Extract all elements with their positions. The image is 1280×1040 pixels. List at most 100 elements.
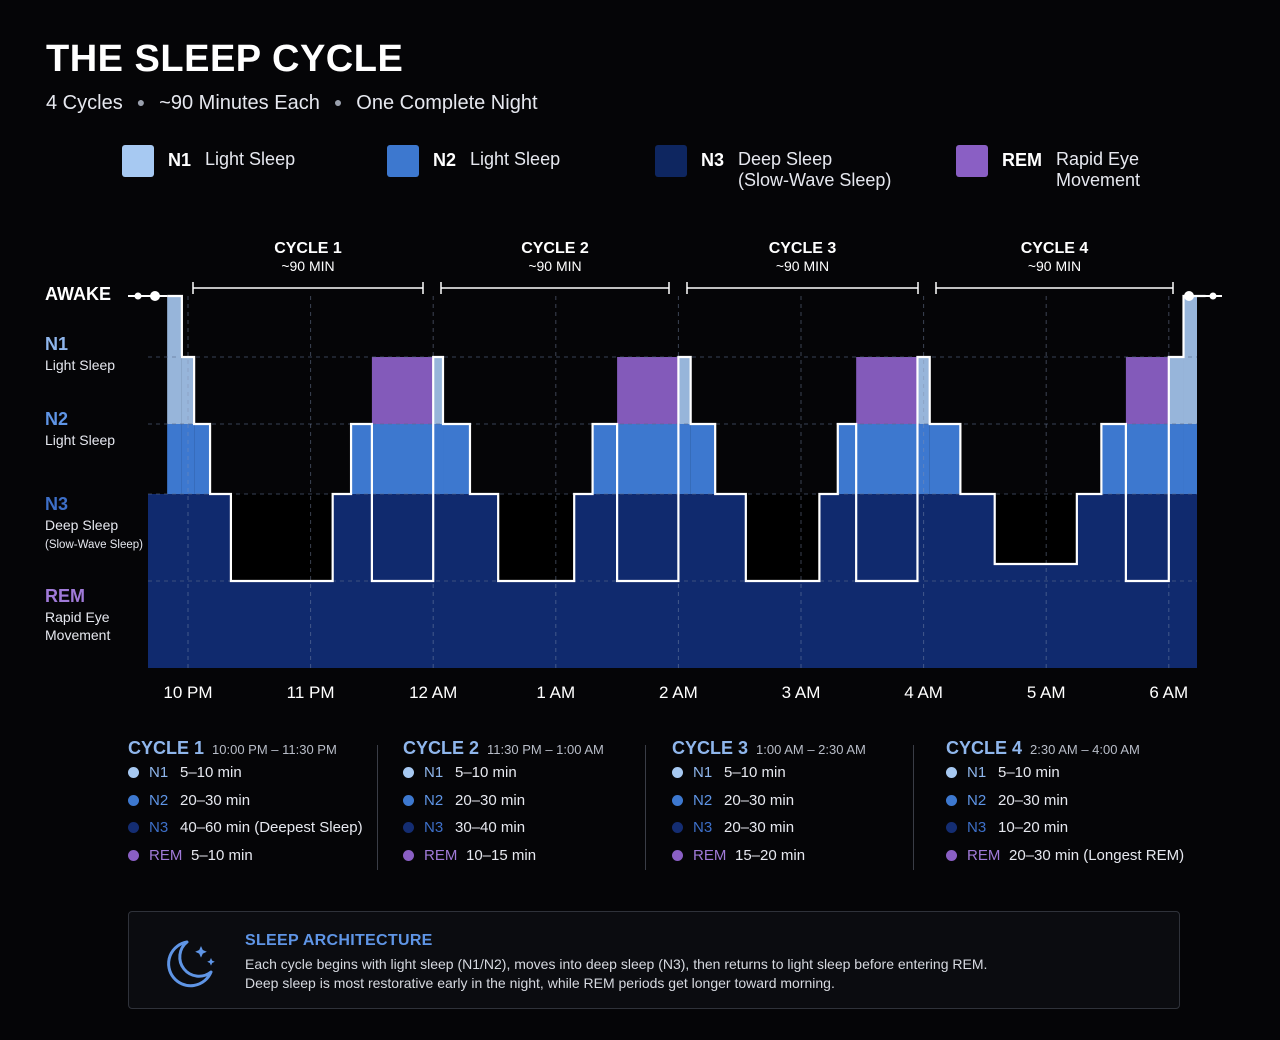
sleep-onset-dot: [134, 292, 142, 300]
stage-row: N2 20–30 min: [403, 787, 653, 815]
x-tick-label: 1 AM: [536, 683, 575, 702]
stage-row: N3 30–40 min: [403, 814, 653, 842]
y-level-sublabel: Light Sleep: [45, 357, 115, 373]
wake-dot: [1184, 291, 1194, 301]
rem-base-n2-fill: [617, 424, 679, 494]
n2-segment-fill: [351, 424, 372, 494]
x-tick-label: 5 AM: [1027, 683, 1066, 702]
architecture-text-line-2: Deep sleep is most restorative early in …: [245, 975, 835, 991]
rem-base-n2-fill: [1125, 424, 1169, 494]
stage-row: N3 10–20 min: [946, 814, 1196, 842]
stage-code: N3: [693, 819, 713, 837]
sleep-onset-dot: [150, 291, 160, 301]
column-divider: [377, 745, 378, 870]
legend-code: N1: [168, 150, 192, 170]
n2-segment-fill: [592, 424, 618, 494]
stage-row: REM 15–20 min: [672, 842, 922, 870]
subtitle: 4 Cycles ● ~90 Minutes Each ● One Complete N…: [46, 92, 538, 115]
cycle-detail-2: CYCLE 2 11:30 PM – 1:00 AM N1 5–10 min N2 2…: [403, 738, 653, 869]
n1-segment-fill: [433, 357, 444, 424]
n2-segment-fill: [194, 424, 211, 494]
cycle-detail-name: CYCLE 3: [672, 738, 749, 758]
x-tick-label: 12 AM: [409, 683, 457, 702]
sleep-architecture-panel: SLEEP ARCHITECTURE Each cycle begins wit…: [128, 911, 1180, 1009]
y-level-label: N1: [45, 334, 68, 354]
x-tick-label: 3 AM: [782, 683, 821, 702]
n2-segment-fill: [1183, 424, 1197, 494]
n2-segment-fill: [433, 424, 444, 494]
n2-segment-fill: [929, 424, 961, 494]
cycle-label: CYCLE 1: [274, 240, 342, 257]
stage-code: REM: [693, 846, 727, 864]
stage-duration: 20–30 min: [455, 791, 526, 809]
n1-segment-fill: [167, 296, 182, 424]
separator-dot: ●: [333, 94, 343, 110]
n1-segment-fill: [181, 357, 195, 424]
rem-base-n2-fill: [856, 424, 918, 494]
stage-code: N3: [424, 819, 444, 837]
stage-duration: 30–40 min: [455, 819, 526, 837]
stage-duration: 40–60 min (Deepest Sleep): [180, 819, 363, 837]
n1-bullet-icon: [946, 767, 957, 779]
deep-trough-fill: [498, 581, 575, 668]
y-level-label: REM: [45, 586, 85, 606]
n3-bullet-icon: [128, 822, 139, 834]
y-level-sublabel: Light Sleep: [45, 432, 115, 448]
stage-duration: 5–10 min: [998, 764, 1060, 782]
deep-trough-gap: [994, 494, 1077, 564]
stage-duration: 5–10 min: [724, 764, 786, 782]
stage-row: REM 10–15 min: [403, 842, 653, 870]
stage-row: N2 20–30 min: [672, 787, 922, 815]
n2-segment-fill: [837, 424, 857, 494]
stage-code: N2: [149, 791, 169, 809]
legend-desc: Light Sleep: [470, 149, 561, 169]
y-level-label: AWAKE: [45, 284, 111, 304]
stage-row: N3 40–60 min (Deepest Sleep): [128, 814, 378, 842]
n2-segment-fill: [917, 424, 930, 494]
stage-row: N1 5–10 min: [672, 759, 922, 787]
rem-period-bar: [1125, 357, 1169, 424]
cycle-detail-time: 10:00 PM – 11:30 PM: [212, 742, 337, 757]
n2-segment-fill: [678, 424, 691, 494]
n1-segment-fill: [1168, 357, 1184, 424]
stage-row: N2 20–30 min: [946, 787, 1196, 815]
column-divider: [645, 745, 646, 870]
stage-code: N3: [149, 819, 169, 837]
stage-code: N2: [967, 791, 987, 809]
x-tick-label: 10 PM: [163, 683, 212, 702]
stage-row: REM 5–10 min: [128, 842, 378, 870]
legend-desc: Light Sleep: [205, 149, 296, 169]
legend-swatch-n1: [122, 145, 154, 177]
n1-segment-fill: [1183, 296, 1197, 424]
rem-bullet-icon: [946, 849, 957, 861]
x-tick-label: 4 AM: [904, 683, 943, 702]
stage-code: N1: [424, 764, 444, 782]
n2-bullet-icon: [403, 794, 414, 806]
legend-code: REM: [1002, 150, 1042, 170]
subtitle-minutes: ~90 Minutes Each: [159, 92, 320, 114]
stage-row: N1 5–10 min: [946, 759, 1196, 787]
stage-duration: 20–30 min: [724, 791, 795, 809]
rem-period-bar: [856, 357, 918, 424]
column-divider: [913, 745, 914, 870]
y-level-sublabel: Rapid Eye: [45, 609, 110, 625]
legend-desc: Deep Sleep (Slow-Wave Sleep): [738, 149, 892, 190]
stage-row: N1 5–10 min: [403, 759, 653, 787]
n2-segment-fill: [167, 424, 182, 494]
stage-duration: 20–30 min: [724, 819, 795, 837]
y-level-sublabel: (Slow-Wave Sleep): [45, 539, 143, 551]
n2-segment-fill: [181, 424, 195, 494]
stage-duration: 20–30 min (Longest REM): [1009, 846, 1185, 864]
stage-duration: 5–10 min: [180, 764, 242, 782]
stage-code: N1: [967, 764, 987, 782]
subtitle-cycles: 4 Cycles: [46, 92, 123, 114]
stage-row: N1 5–10 min: [128, 759, 378, 787]
architecture-title: SLEEP ARCHITECTURE: [245, 932, 433, 949]
cycle-detail-time: 2:30 AM – 4:00 AM: [1030, 742, 1140, 757]
stage-row: N2 20–30 min: [128, 787, 378, 815]
deep-trough-fill: [230, 581, 333, 668]
stage-duration: 5–10 min: [455, 764, 517, 782]
architecture-text-line-1: Each cycle begins with light sleep (N1/N…: [245, 956, 988, 972]
n1-bullet-icon: [672, 767, 683, 779]
wake-dot: [1209, 292, 1217, 300]
